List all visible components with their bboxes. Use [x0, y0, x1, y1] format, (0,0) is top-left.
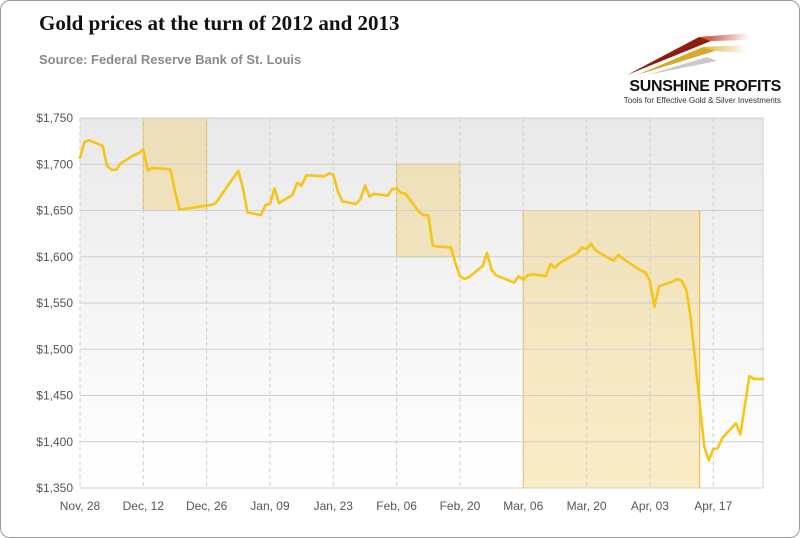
- brand-tagline: Tools for Effective Gold & Silver Invest…: [623, 96, 781, 105]
- x-tick-label: Dec, 12: [123, 499, 165, 513]
- x-tick-label: Mar, 06: [503, 499, 543, 513]
- y-tick-label: $1,400: [36, 435, 73, 449]
- chart-subtitle: Source: Federal Reserve Bank of St. Loui…: [39, 52, 302, 67]
- gold-price-line: [78, 138, 765, 462]
- sunshine-rays-icon: [627, 33, 749, 75]
- y-tick-label: $1,550: [36, 296, 73, 310]
- y-axis-labels: $1,350 $1,400 $1,450 $1,500 $1,550 $1,600 $1,6…: [36, 111, 73, 495]
- y-tick-label: $1,450: [36, 389, 73, 403]
- x-axis-labels: Nov, 28 Dec, 12 Dec, 26 Jan, 09 Jan, 23 Feb, …: [60, 499, 733, 513]
- x-tick-label: Jan, 09: [250, 499, 290, 513]
- y-tick-label: $1,500: [36, 342, 73, 356]
- y-tick-label: $1,750: [36, 111, 73, 125]
- x-tick-label: Nov, 28: [60, 499, 101, 513]
- grid-lines: [79, 117, 764, 489]
- x-tick-label: Feb, 20: [440, 499, 481, 513]
- y-tick-label: $1,350: [36, 481, 73, 495]
- x-tick-label: Mar, 20: [567, 499, 607, 513]
- y-tick-label: $1,650: [36, 204, 73, 218]
- price-series: [78, 138, 765, 462]
- y-tick-label: $1,600: [36, 250, 73, 264]
- x-tick-label: Apr, 17: [694, 499, 732, 513]
- x-tick-label: Feb, 06: [376, 499, 417, 513]
- brand-logo: SUNSHINE PROFITS Tools for Effective Gol…: [607, 31, 787, 111]
- x-tick-label: Apr, 03: [631, 499, 669, 513]
- chart-title: Gold prices at the turn of 2012 and 2013: [39, 11, 400, 35]
- brand-name: SUNSHINE PROFITS: [629, 78, 781, 95]
- x-tick-label: Jan, 23: [314, 499, 354, 513]
- y-tick-label: $1,700: [36, 157, 73, 171]
- x-tick-label: Dec, 26: [186, 499, 228, 513]
